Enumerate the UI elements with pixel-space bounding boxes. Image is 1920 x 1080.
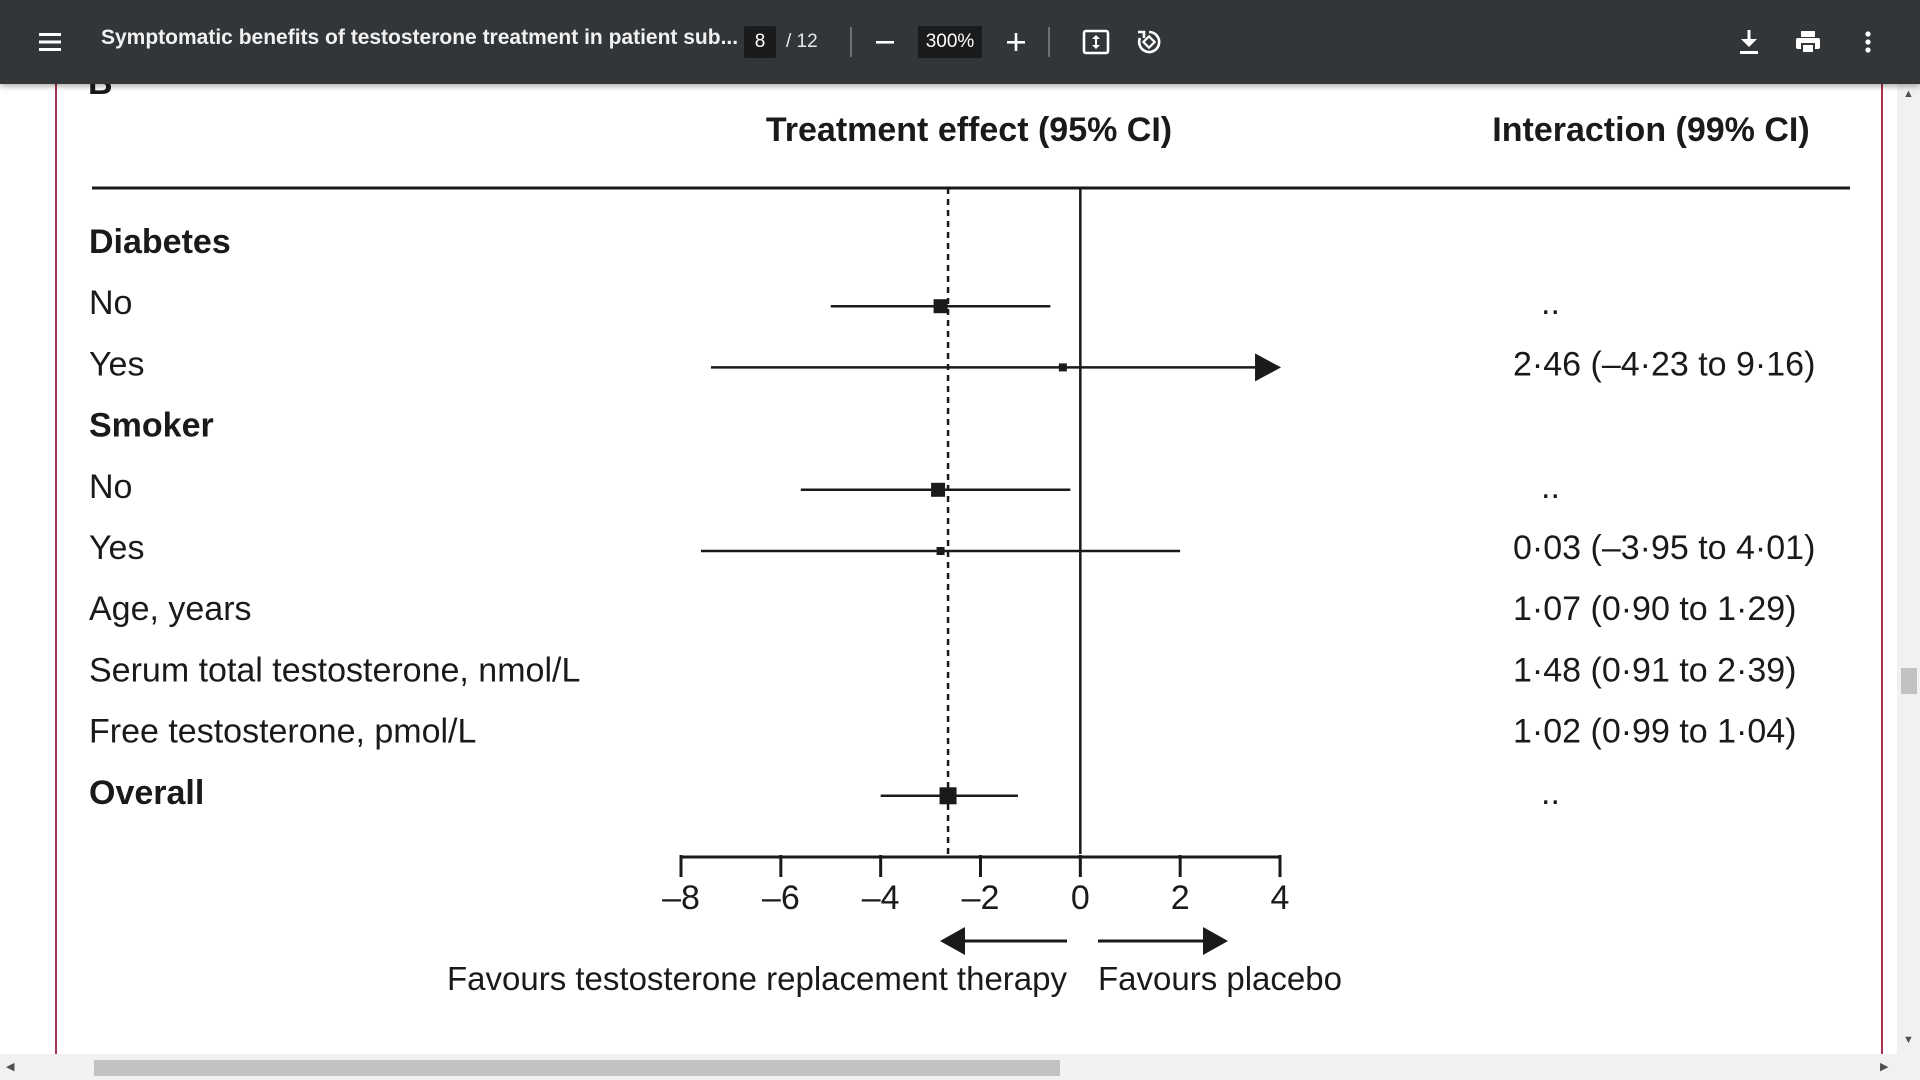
interaction-value: .. <box>1541 284 1560 322</box>
row-label: No <box>89 284 132 322</box>
vertical-scrollbar[interactable]: ▲ ▼ <box>1897 84 1920 1054</box>
interaction-value: 1·48 (0·91 to 2·39) <box>1513 651 1797 689</box>
favours-right-label: Favours placebo <box>1098 960 1342 997</box>
pdf-page: B Treatment effect (95% CI) Interaction … <box>0 84 1897 1054</box>
row-label: Diabetes <box>89 223 231 261</box>
toolbar-divider <box>1048 27 1050 57</box>
favours-left-label: Favours testosterone replacement therapy <box>447 960 1067 997</box>
toolbar-divider <box>850 27 852 57</box>
interaction-value: 2·46 (–4·23 to 9·16) <box>1513 345 1815 383</box>
zoom-in-icon[interactable] <box>994 20 1038 64</box>
row-label: Yes <box>89 529 144 567</box>
document-viewer[interactable]: B Treatment effect (95% CI) Interaction … <box>0 84 1920 1080</box>
row-label: Age, years <box>89 590 252 628</box>
row-label: Yes <box>89 345 144 383</box>
horizontal-scroll-thumb[interactable] <box>94 1060 1060 1076</box>
more-icon[interactable] <box>1846 20 1890 64</box>
point-estimate <box>933 299 948 314</box>
horizontal-scrollbar[interactable]: ◀ ▶ <box>0 1054 1920 1080</box>
x-tick-label: –4 <box>862 879 900 917</box>
row-label: No <box>89 468 132 506</box>
forest-plot: B Treatment effect (95% CI) Interaction … <box>88 84 1850 997</box>
row-label: Serum total testosterone, nmol/L <box>89 651 580 689</box>
row-label: Overall <box>89 774 204 812</box>
zoom-level-input[interactable]: 300% <box>918 26 982 58</box>
x-tick-label: –8 <box>662 879 700 917</box>
x-tick-label: 2 <box>1171 879 1190 917</box>
row-label: Free testosterone, pmol/L <box>89 713 476 751</box>
point-estimate <box>939 787 957 805</box>
interaction-value: 1·07 (0·90 to 1·29) <box>1513 590 1797 628</box>
scroll-left-icon[interactable]: ◀ <box>6 1061 15 1073</box>
interaction-value: .. <box>1541 774 1560 812</box>
interaction-value: 1·02 (0·99 to 1·04) <box>1513 713 1797 751</box>
fit-page-icon[interactable] <box>1074 20 1118 64</box>
page-number-input[interactable]: 8 <box>744 26 776 58</box>
header-treatment-effect: Treatment effect (95% CI) <box>766 111 1172 149</box>
x-tick-label: 4 <box>1271 879 1290 917</box>
panel-letter: B <box>88 84 113 102</box>
pdf-toolbar: Symptomatic benefits of testosterone tre… <box>0 0 1920 84</box>
favours-left-arrowhead <box>940 927 965 955</box>
scroll-down-icon[interactable]: ▼ <box>1903 1034 1914 1046</box>
x-tick-label: –2 <box>962 879 1000 917</box>
x-tick-label: –6 <box>762 879 800 917</box>
header-interaction: Interaction (99% CI) <box>1492 111 1809 149</box>
page-border-left <box>55 84 57 1054</box>
interaction-value: 0·03 (–3·95 to 4·01) <box>1513 529 1815 567</box>
scroll-up-icon[interactable]: ▲ <box>1903 88 1914 100</box>
zoom-out-icon[interactable] <box>863 20 907 64</box>
rotate-icon[interactable] <box>1127 20 1171 64</box>
page-border-right <box>1881 84 1883 1054</box>
row-label: Smoker <box>89 407 214 445</box>
download-icon[interactable] <box>1727 20 1771 64</box>
document-title: Symptomatic benefits of testosterone tre… <box>101 26 739 49</box>
ci-truncation-arrow <box>1255 353 1282 382</box>
menu-icon[interactable] <box>28 20 72 64</box>
page-total: / 12 <box>786 31 818 52</box>
interaction-value: .. <box>1541 468 1560 506</box>
point-estimate <box>931 482 946 497</box>
vertical-scroll-thumb[interactable] <box>1901 668 1917 694</box>
scroll-right-icon[interactable]: ▶ <box>1880 1061 1889 1073</box>
x-tick-label: 0 <box>1071 879 1090 917</box>
point-estimate <box>936 547 945 555</box>
print-icon[interactable] <box>1786 20 1830 64</box>
point-estimate <box>1058 363 1067 372</box>
favours-right-arrowhead <box>1203 927 1228 955</box>
